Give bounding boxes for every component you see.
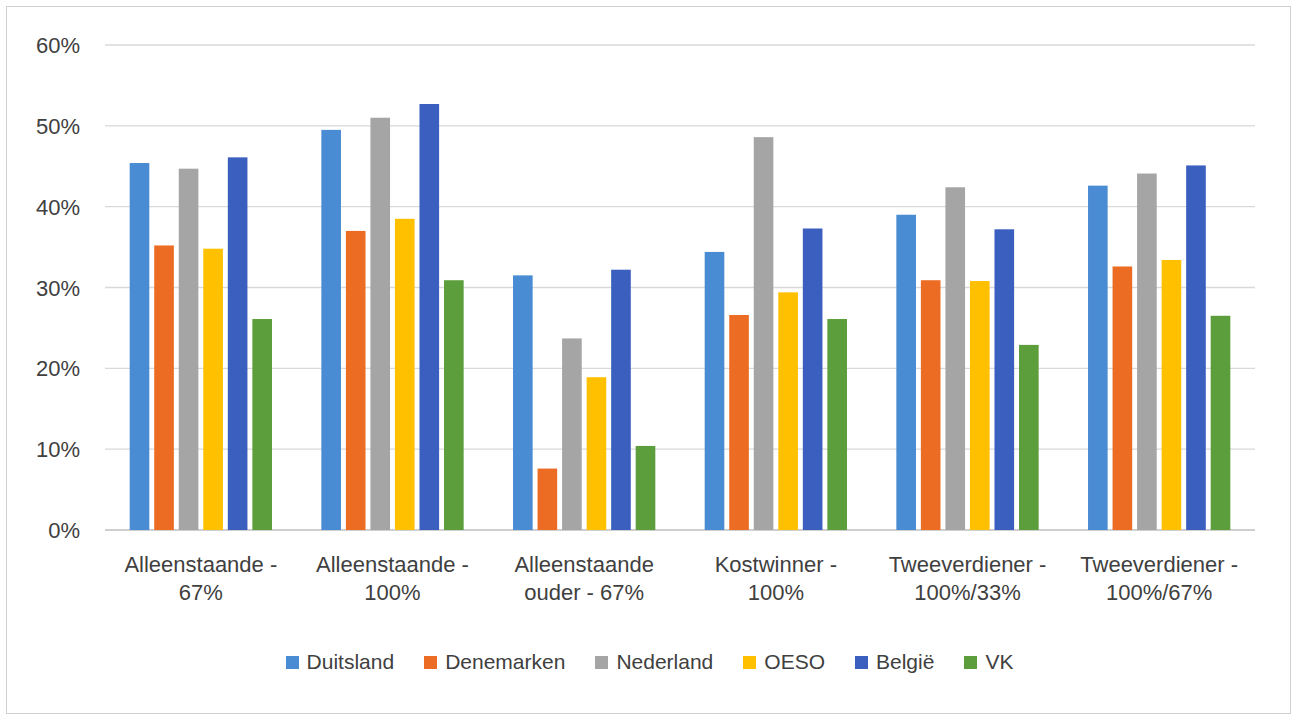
- bar: [611, 270, 631, 530]
- legend-item: Nederland: [595, 650, 713, 674]
- grid-line: [105, 287, 1255, 288]
- grid-line: [105, 529, 1255, 530]
- bar: [636, 446, 656, 530]
- legend-item: VK: [964, 650, 1013, 674]
- bar: [513, 275, 533, 530]
- chart: 0% 10% 20% 30% 40% 50% 60%: [0, 0, 1299, 722]
- grid-line: [105, 206, 1255, 207]
- bar: [444, 280, 464, 530]
- grid-line: [105, 368, 1255, 369]
- bar: [803, 228, 823, 530]
- bar: [994, 229, 1014, 530]
- legend-label: Denemarken: [445, 650, 565, 674]
- y-tick-label: 60%: [36, 33, 80, 58]
- legend: Duitsland Denemarken Nederland OESO België VK: [0, 650, 1299, 674]
- legend-item: Duitsland: [286, 650, 395, 674]
- bar: [228, 157, 248, 530]
- bar: [154, 245, 174, 530]
- grid-line: [105, 449, 1255, 450]
- grid-line: [105, 44, 1255, 45]
- bar: [203, 249, 223, 530]
- bar: [562, 338, 582, 530]
- y-tick-label: 40%: [36, 195, 80, 220]
- y-tick-label: 10%: [36, 437, 80, 462]
- bar: [896, 215, 916, 530]
- x-tick-label: Tweeverdiener - 100%/33%: [876, 551, 1060, 607]
- bar: [419, 104, 439, 530]
- bar: [321, 130, 341, 530]
- bar: [1019, 345, 1039, 530]
- y-tick-label: 0%: [48, 518, 80, 543]
- legend-swatch: [424, 656, 437, 669]
- bar: [827, 319, 847, 530]
- bar: [945, 187, 965, 530]
- bar: [1137, 174, 1157, 530]
- x-tick-label: Alleenstaande ouder - 67%: [492, 551, 676, 607]
- bar: [921, 280, 941, 530]
- legend-swatch: [286, 656, 299, 669]
- bar: [130, 163, 150, 530]
- y-tick-label: 50%: [36, 114, 80, 139]
- bar: [1088, 186, 1108, 530]
- bar: [705, 252, 725, 530]
- legend-swatch: [743, 656, 756, 669]
- x-tick-label: Kostwinner - 100%: [684, 551, 868, 607]
- bar: [754, 137, 774, 530]
- bar: [729, 315, 749, 530]
- bars: [130, 104, 1231, 530]
- bar: [970, 281, 990, 530]
- bar: [1113, 266, 1133, 530]
- legend-item: België: [855, 650, 934, 674]
- legend-item: OESO: [743, 650, 825, 674]
- bar: [587, 377, 607, 530]
- x-tick-label: Alleenstaande - 100%: [301, 551, 485, 607]
- bar: [370, 118, 390, 530]
- legend-swatch: [964, 656, 977, 669]
- legend-label: België: [876, 650, 934, 674]
- grid-line: [105, 125, 1255, 126]
- legend-label: OESO: [764, 650, 825, 674]
- bar: [538, 469, 558, 530]
- bar: [346, 231, 366, 530]
- bar: [778, 292, 798, 530]
- bar: [1162, 260, 1182, 530]
- y-tick-label: 30%: [36, 276, 80, 301]
- grid: [105, 45, 1255, 530]
- bar: [395, 219, 415, 530]
- bar: [1186, 165, 1206, 530]
- bar: [1211, 316, 1231, 530]
- legend-label: Duitsland: [307, 650, 395, 674]
- x-tick-label: Tweeverdiener - 100%/67%: [1067, 551, 1251, 607]
- legend-item: Denemarken: [424, 650, 565, 674]
- legend-label: Nederland: [616, 650, 713, 674]
- x-tick-label: Alleenstaande - 67%: [109, 551, 293, 607]
- bar: [179, 169, 199, 530]
- legend-swatch: [855, 656, 868, 669]
- bar: [252, 319, 272, 530]
- legend-swatch: [595, 656, 608, 669]
- y-tick-label: 20%: [36, 356, 80, 381]
- legend-label: VK: [985, 650, 1013, 674]
